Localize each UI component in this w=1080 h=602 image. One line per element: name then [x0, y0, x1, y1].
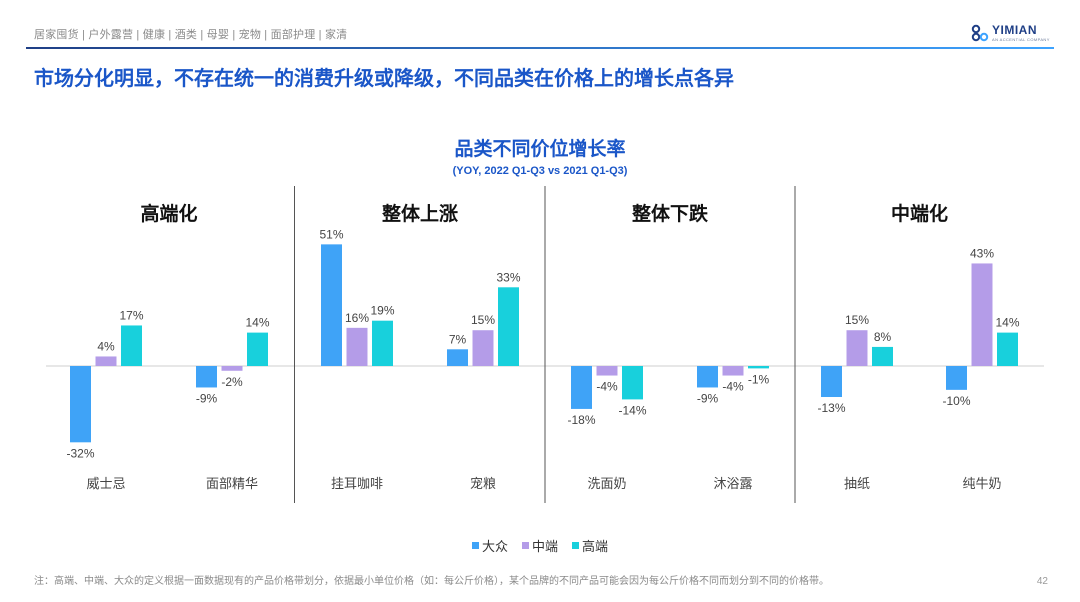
bar-high	[498, 287, 519, 366]
bar-mid	[722, 366, 744, 376]
value-label-mid: -4%	[596, 380, 618, 394]
logo-mark-icon	[971, 24, 989, 42]
chart-legend: 大众 中端 高端	[0, 536, 1080, 555]
bar-mass	[946, 366, 967, 390]
bar-mass	[196, 366, 217, 388]
category-label: 纯牛奶	[962, 476, 1001, 491]
value-label-mass: -32%	[66, 446, 94, 460]
footnote: 注：高端、中端、大众的定义根据一面数据现有的产品价格带划分，依据最小单位价格（如…	[34, 576, 829, 587]
legend-label-mass: 大众	[481, 539, 508, 554]
value-label-high: 17%	[119, 308, 143, 322]
bar-mass	[70, 366, 91, 443]
value-label-mass: -9%	[697, 391, 719, 405]
logo-tagline: AN ACCENTIAL COMPANY	[992, 37, 1050, 42]
value-label-high: 19%	[370, 304, 394, 318]
page-headline: 市场分化明显，不存在统一的消费升级或降级，不同品类在价格上的增长点各异	[34, 68, 734, 90]
category-label: 抽纸	[844, 476, 870, 491]
category-label: 沐浴露	[713, 476, 752, 491]
value-label-high: 14%	[995, 316, 1019, 330]
legend-swatch-mass	[471, 542, 479, 549]
value-label-high: -14%	[618, 403, 646, 417]
bar-mass	[447, 349, 468, 366]
value-label-high: 14%	[245, 316, 269, 330]
bar-mid	[95, 356, 117, 366]
section-heading: 高端化	[140, 202, 197, 225]
legend-swatch-high	[572, 542, 579, 549]
bar-mid	[971, 263, 993, 366]
bar-high	[372, 320, 393, 366]
category-label: 面部精华	[206, 476, 258, 491]
bar-mid	[346, 327, 368, 366]
yimian-logo: YIMIAN AN ACCENTIAL COMPANY	[970, 21, 1050, 45]
bar-high	[748, 366, 769, 369]
bar-high	[121, 325, 142, 366]
header-divider	[26, 47, 1054, 49]
bar-mid	[221, 366, 243, 371]
value-label-mid: 43%	[970, 246, 994, 260]
value-label-mass: 7%	[449, 332, 467, 346]
bar-mid	[596, 366, 618, 376]
value-label-mass: -9%	[196, 391, 218, 405]
bar-mid	[846, 330, 868, 366]
bar-mass	[571, 366, 592, 409]
legend-label-high: 高端	[582, 539, 609, 554]
category-label: 威士忌	[86, 476, 125, 491]
value-label-mid: 15%	[845, 313, 869, 327]
section-heading: 中端化	[891, 202, 948, 225]
bar-mid	[472, 330, 494, 366]
section-heading: 整体下跌	[632, 202, 709, 225]
category-label: 挂耳咖啡	[331, 476, 383, 491]
bar-mass	[821, 366, 842, 398]
bar-mass	[321, 244, 342, 366]
bar-high	[997, 332, 1018, 366]
page-number: 42	[1036, 576, 1048, 587]
value-label-mid: 15%	[471, 313, 495, 327]
value-label-mid: 16%	[345, 311, 369, 325]
section-heading: 整体上涨	[382, 202, 458, 225]
value-label-high: -1%	[748, 372, 770, 386]
value-label-mid: -2%	[221, 375, 243, 389]
bar-mass	[697, 366, 718, 388]
bar-high	[247, 332, 268, 366]
bar-high	[872, 346, 893, 366]
value-label-mass: -10%	[942, 394, 970, 408]
legend-swatch-mid	[521, 542, 529, 549]
value-label-mid: -4%	[722, 380, 744, 394]
value-label-high: 8%	[874, 330, 892, 344]
value-label-mass: -18%	[567, 413, 595, 427]
category-label: 洗面奶	[587, 476, 626, 491]
value-label-mass: -13%	[817, 401, 845, 415]
chart-subtitle: (YOY, 2022 Q1-Q3 vs 2021 Q1-Q3)	[452, 165, 628, 177]
value-label-mass: 51%	[319, 227, 343, 241]
legend-item-high: 高端	[572, 536, 608, 555]
bar-high	[622, 366, 643, 400]
legend-item-mid: 中端	[521, 536, 558, 555]
value-label-high: 33%	[496, 270, 520, 284]
logo-brand: YIMIAN	[992, 23, 1037, 37]
breadcrumb: 居家囤货 | 户外露营 | 健康 | 酒类 | 母婴 | 宠物 | 面部护理 |…	[34, 29, 348, 41]
legend-label-mid: 中端	[531, 539, 558, 554]
legend-item-mass: 大众	[471, 536, 508, 555]
value-label-mid: 4%	[97, 339, 115, 353]
chart-title: 品类不同价位增长率	[454, 139, 626, 160]
category-label: 宠粮	[470, 476, 496, 491]
